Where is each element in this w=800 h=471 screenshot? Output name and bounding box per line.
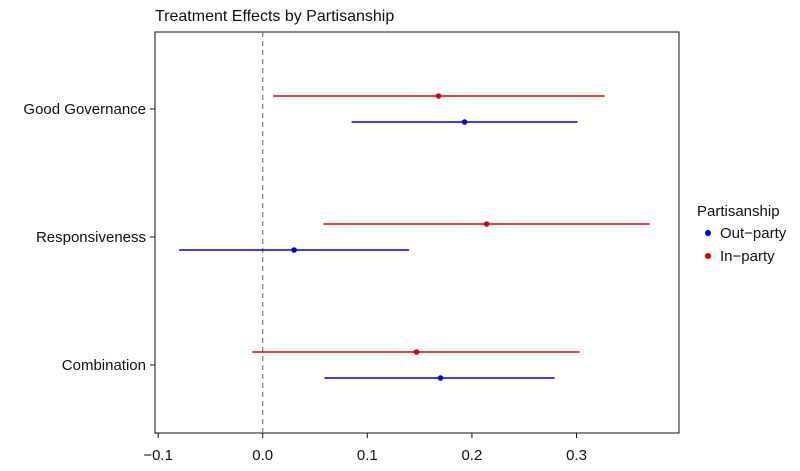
y-tick-label: Responsiveness [36, 229, 146, 246]
chart-title: Treatment Effects by Partisanship [155, 8, 394, 25]
point-in-party-combination [413, 349, 420, 355]
legend-label: In−party [720, 248, 775, 265]
legend-label: Out−party [720, 225, 787, 242]
x-tick-label: −0.1 [143, 447, 173, 464]
legend-marker [705, 253, 711, 259]
legend-marker [705, 230, 711, 236]
point-in-party-responsiveness [483, 221, 490, 227]
point-out-party-good-governance [461, 119, 468, 125]
point-out-party-responsiveness [291, 247, 297, 253]
x-tick-label: 0.1 [357, 447, 378, 464]
y-tick-label: Good Governance [23, 101, 146, 118]
point-out-party-combination [437, 375, 444, 381]
plot-panel [154, 31, 680, 434]
point-in-party-good-governance [435, 93, 442, 99]
x-tick-label: 0.0 [252, 447, 273, 464]
x-tick-label: 0.2 [461, 447, 482, 464]
x-tick-label: 0.3 [566, 447, 587, 464]
legend-title: Partisanship [697, 203, 780, 220]
y-tick-label: Combination [62, 357, 146, 374]
